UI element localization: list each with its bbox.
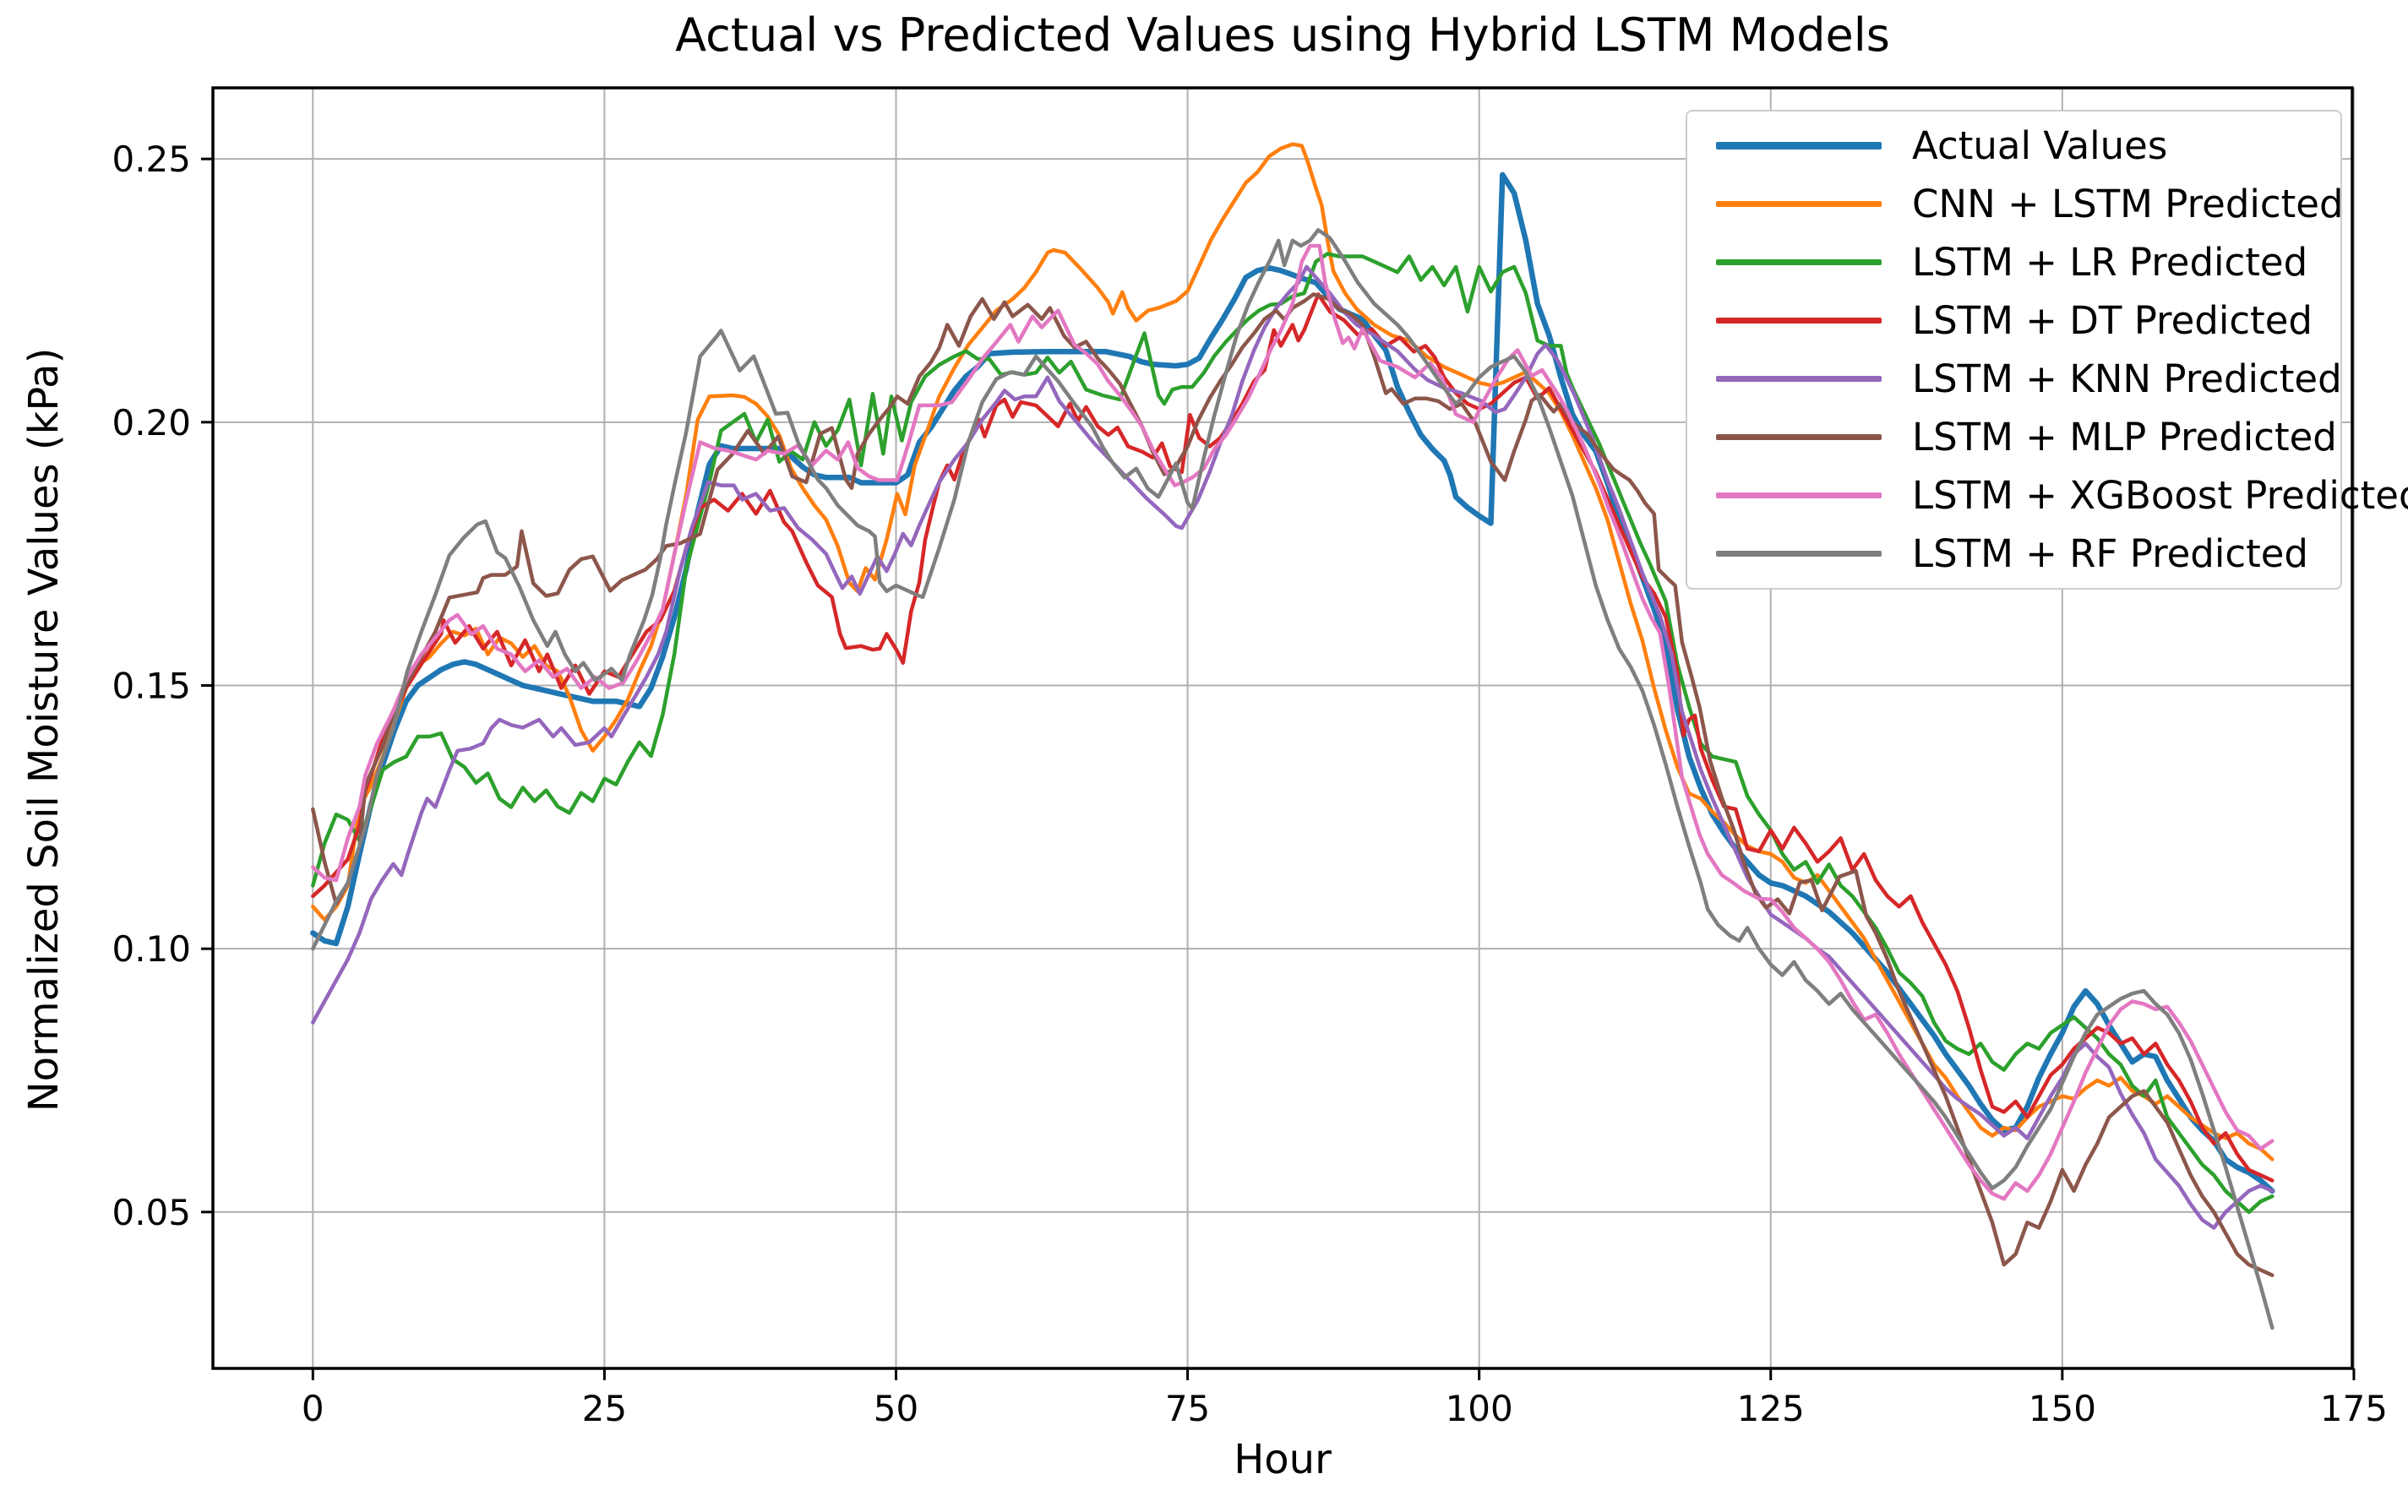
y-tick-label: 0.15 [112, 666, 191, 707]
legend-label: LSTM + LR Predicted [1912, 240, 2308, 285]
y-tick-label: 0.25 [112, 139, 191, 180]
series-line [311, 142, 2275, 1161]
legend-label: LSTM + RF Predicted [1912, 531, 2308, 576]
series-line [311, 264, 2275, 1230]
x-tick-label: 125 [1737, 1388, 1805, 1429]
chart-title: Actual vs Predicted Values using Hybrid … [675, 8, 1890, 62]
legend-line-swatch-icon [1716, 318, 1882, 324]
x-tick-label: 50 [874, 1388, 918, 1429]
y-tick-label: 0.20 [112, 402, 191, 443]
legend-line-swatch-icon [1716, 259, 1882, 265]
legend-line-swatch-icon [1716, 434, 1882, 440]
x-tick-label: 100 [1446, 1388, 1513, 1429]
x-tick-label: 25 [582, 1388, 627, 1429]
legend-label: CNN + LSTM Predicted [1912, 182, 2344, 226]
series-line [311, 252, 2275, 1215]
legend: Actual Values CNN + LSTM Predicted LSTM + … [1686, 110, 2408, 590]
legend-line-swatch-icon [1716, 376, 1882, 382]
y-tick-label: 0.05 [112, 1192, 191, 1233]
legend-line-swatch-icon [1716, 201, 1882, 207]
legend-label: LSTM + XGBoost Predicted [1912, 473, 2408, 518]
series-line [311, 292, 2275, 1277]
legend-line-swatch-icon [1716, 142, 1882, 150]
x-tick-label: 150 [2029, 1388, 2096, 1429]
x-tick-label: 0 [302, 1388, 324, 1429]
legend-item: Actual Values [1687, 118, 2340, 174]
plot-border [211, 86, 2354, 1370]
y-tick-label: 0.10 [112, 928, 191, 970]
legend-label: Actual Values [1912, 123, 2168, 168]
series-line [311, 228, 2275, 1330]
y-axis-label: Normalized Soil Moisture Values (kPa) [20, 347, 68, 1112]
legend-label: LSTM + KNN Predicted [1912, 356, 2342, 401]
legend-item: LSTM + MLP Predicted [1687, 410, 2340, 465]
legend-item: LSTM + RF Predicted [1687, 526, 2340, 582]
legend-item: LSTM + LR Predicted [1687, 235, 2340, 291]
series-line [311, 243, 2275, 1201]
legend-item: LSTM + KNN Predicted [1687, 351, 2342, 407]
legend-item: CNN + LSTM Predicted [1687, 177, 2344, 232]
legend-label: LSTM + MLP Predicted [1912, 415, 2337, 460]
legend-line-swatch-icon [1716, 492, 1882, 498]
legend-item: LSTM + XGBoost Predicted [1687, 468, 2408, 524]
series-line [310, 171, 2275, 1194]
legend-item: LSTM + DT Predicted [1687, 293, 2340, 349]
x-axis-label: Hour [1234, 1436, 1332, 1483]
legend-label: LSTM + DT Predicted [1912, 298, 2313, 343]
legend-line-swatch-icon [1716, 551, 1882, 557]
x-tick-label: 175 [2320, 1388, 2388, 1429]
x-tick-label: 75 [1165, 1388, 1210, 1429]
